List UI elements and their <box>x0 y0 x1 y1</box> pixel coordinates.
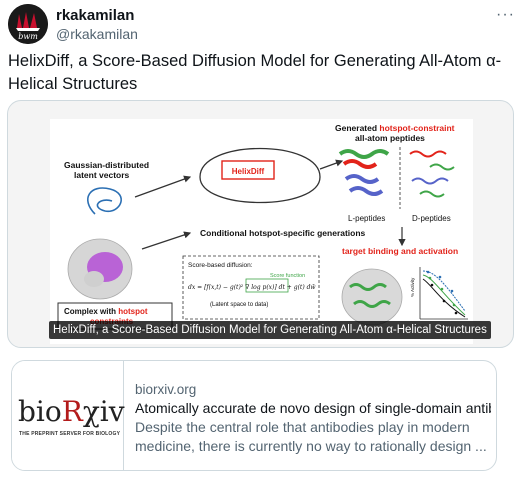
svg-text:Complex with hotspot: Complex with hotspot <box>64 307 148 316</box>
avatar-logo-icon: bwm <box>8 4 48 44</box>
logo-post: χiv <box>82 395 125 428</box>
model-label: HelixDiff <box>232 167 265 176</box>
latent-label-b: latent vectors <box>74 170 130 180</box>
equation-text: dx = [f(x,t) − g(t)² ∇ log p(x)] dt + g(… <box>188 284 316 291</box>
media-image[interactable]: Generated hotspot-constraint all-atom pe… <box>7 100 514 348</box>
link-preview-card[interactable]: bioRχiv THE PREPRINT SERVER FOR BIOLOGY … <box>11 360 497 471</box>
card-domain: biorxiv.org <box>135 382 197 397</box>
more-options-icon[interactable]: ··· <box>496 6 515 23</box>
activity-plot: % Activity <box>410 267 468 320</box>
tweet-text: HelixDiff, a Score-Based Diffusion Model… <box>8 52 502 93</box>
diffusion-loop <box>199 147 321 204</box>
latent-space-label: (Latent space to data) <box>210 302 268 308</box>
binding-protein-icon <box>341 268 403 326</box>
model-box <box>221 160 275 180</box>
conditional-arrow <box>141 231 192 250</box>
d-peptides-label: D-peptides <box>412 214 451 223</box>
avatar-text: bwm <box>18 32 38 41</box>
card-title[interactable]: Atomically accurate de novo design of si… <box>135 400 491 416</box>
display-name[interactable]: rkakamilan <box>56 7 135 24</box>
latent-label-a: Gaussian-distributed <box>64 160 149 170</box>
svg-text:Generated hotspot-constraint: Generated hotspot-constraint <box>335 123 455 133</box>
d-peptides-helices <box>409 150 455 198</box>
media-caption: HelixDiff, a Score-Based Diffusion Model… <box>49 321 491 339</box>
user-handle[interactable]: @rkakamilan <box>56 26 138 42</box>
complex-label-a: Complex with <box>64 307 118 316</box>
latent-arrow <box>134 175 192 198</box>
logo-pre: bio <box>18 395 62 428</box>
conditional-label: Conditional hotspot-specific generations <box>200 228 366 238</box>
logo-tagline: THE PREPRINT SERVER FOR BIOLOGY <box>19 431 121 437</box>
figure-diagram: Generated hotspot-constraint all-atom pe… <box>50 119 473 344</box>
latent-squiggle <box>87 187 122 215</box>
protein-complex-icon <box>67 238 133 300</box>
l-peptides-helices <box>338 149 390 196</box>
card-description: Despite the central role that antibodies… <box>135 419 487 454</box>
helixdiff-figure: Generated hotspot-constraint all-atom pe… <box>57 123 468 330</box>
l-peptides-label: L-peptides <box>348 214 385 223</box>
output-arrow <box>319 159 344 170</box>
tweet-header: bwm rkakamilan @rkakamilan ··· <box>8 4 519 44</box>
complex-label-b: hotspot <box>118 307 148 316</box>
target-label: target binding and activation <box>342 246 458 256</box>
gen-title-b: hotspot-constraint <box>379 123 454 133</box>
equation-box <box>182 255 320 320</box>
score-function-label: Score function <box>270 273 305 279</box>
logo-wordmark: bioRχiv <box>18 395 125 428</box>
gen-title-a: Generated <box>335 123 379 133</box>
score-function-box <box>245 278 289 293</box>
gen-title-c: all-atom peptides <box>355 133 425 143</box>
logo-r: R <box>61 395 83 428</box>
score-based-label: Score-based diffusion: <box>188 262 253 269</box>
avatar[interactable]: bwm <box>8 4 48 44</box>
plot-ylabel: % Activity <box>410 277 415 297</box>
biorxiv-logo: bioRχiv THE PREPRINT SERVER FOR BIOLOGY <box>12 361 125 470</box>
